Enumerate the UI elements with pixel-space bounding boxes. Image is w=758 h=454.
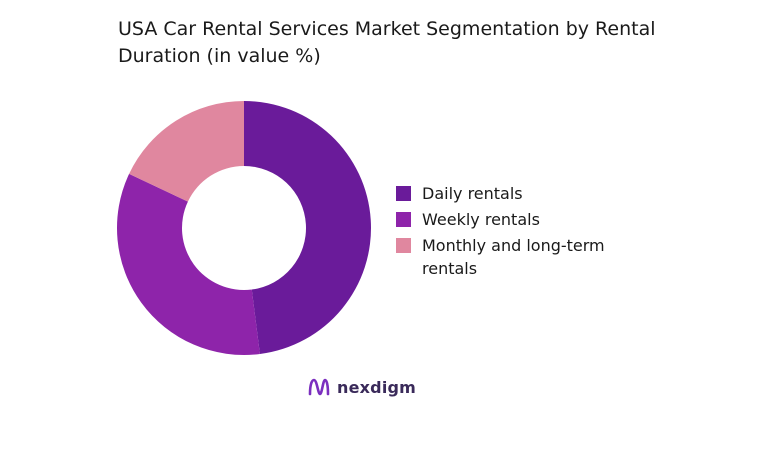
chart-title: USA Car Rental Services Market Segmentat… [118,18,656,67]
brand-name: nexdigm [337,377,417,397]
donut-slice-monthly [129,101,244,202]
nexdigm-logo-icon [308,378,330,396]
donut-slice-weekly [117,173,260,355]
legend-swatch-daily [396,186,411,201]
legend-item-monthly: Monthly and long-term rentals [396,234,696,280]
donut-slice-daily [244,101,372,354]
legend-swatch-monthly [396,238,411,253]
legend-item-daily: Daily rentals [396,182,696,205]
donut-slices [117,101,372,355]
chart-legend: Daily rentals Weekly rentals Monthly and… [396,182,696,283]
legend-label-monthly: Monthly and long-term rentals [422,236,605,278]
legend-label-weekly: Weekly rentals [422,210,540,229]
brand-footer: nexdigm [307,372,416,402]
legend-item-weekly: Weekly rentals [396,208,696,231]
legend-label-daily: Daily rentals [422,184,523,203]
legend-swatch-weekly [396,212,411,227]
